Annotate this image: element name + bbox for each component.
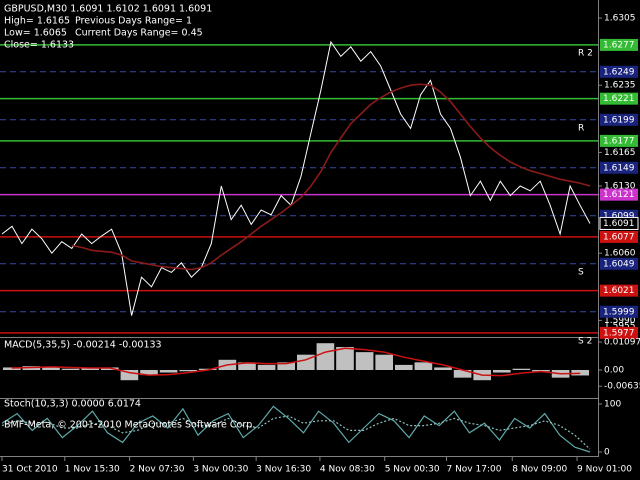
- macd-bar: [414, 362, 433, 371]
- level-label: 1.6049: [603, 259, 635, 269]
- macd-bar: [336, 347, 354, 371]
- y-tick-label: 0.00: [604, 366, 624, 376]
- level-label: 1.6077: [603, 232, 635, 242]
- macd-bar: [159, 370, 178, 373]
- level-label: 1.5999: [603, 307, 635, 317]
- y-tick-label: 100: [604, 400, 621, 410]
- level-label: 1.6277: [603, 40, 635, 50]
- info-text: Current Days Range= 0.45: [75, 28, 203, 39]
- price-line: [71, 83, 591, 271]
- macd-bar: [120, 370, 139, 381]
- panel-title: Stoch(10,3,3) 0.0000 6.0174: [4, 399, 141, 410]
- x-tick-label: 31 Oct 2010: [2, 465, 58, 475]
- level-box: [600, 305, 638, 318]
- level-label: 1.5977: [603, 328, 635, 338]
- y-tick-label: 0: [604, 448, 610, 458]
- macd-bar: [453, 370, 472, 378]
- pivot-label: S: [578, 267, 584, 277]
- info-text: Previous Days Range= 1: [75, 16, 192, 27]
- level-label: 1.6177: [603, 136, 635, 146]
- level-box: [600, 326, 638, 339]
- macd-bar: [81, 367, 100, 371]
- y-tick-label: 1.6130: [604, 182, 636, 192]
- signal-line: [11, 347, 581, 377]
- level-label: 1.6221: [603, 94, 635, 104]
- x-tick-label: 4 Nov 08:30: [320, 465, 375, 475]
- level-label: 1.6021: [603, 286, 635, 296]
- macd-bar: [375, 354, 394, 371]
- x-tick-label: 3 Nov 16:30: [256, 465, 311, 475]
- level-box: [600, 188, 638, 201]
- x-tick-label: 8 Nov 09:00: [512, 465, 567, 475]
- y-tick-label: 1.6235: [604, 81, 636, 91]
- level-box: [600, 134, 638, 147]
- macd-bar: [434, 367, 452, 371]
- level-box: [600, 92, 638, 105]
- x-tick-label: 9 Nov 01:00: [577, 465, 632, 475]
- level-box: [600, 113, 638, 126]
- macd-bar: [257, 364, 276, 371]
- x-tick-label: 3 Nov 00:30: [193, 465, 248, 475]
- pivot-label: R: [578, 123, 584, 133]
- macd-bar: [512, 368, 531, 371]
- y-tick-label: 1.6305: [604, 14, 636, 24]
- level-box: [600, 65, 638, 78]
- level-box: [600, 38, 638, 51]
- y-tick-label: 1.6165: [604, 148, 636, 158]
- macd-bar: [2, 367, 21, 371]
- copyright: BMF-Meta, © 2001-2010 MetaQuotes Softwar…: [4, 420, 255, 431]
- macd-bar: [492, 370, 511, 373]
- y-tick-label: -0.00635: [604, 382, 640, 392]
- macd-bar: [316, 343, 335, 371]
- macd-bar: [571, 370, 590, 376]
- macd-bar: [61, 368, 80, 371]
- macd-bar: [277, 362, 296, 371]
- macd-bar: [532, 370, 550, 372]
- level-label: 1.6149: [603, 163, 635, 173]
- last-price-label: 1.6091: [603, 219, 635, 229]
- y-tick-label: 1.6060: [604, 249, 636, 259]
- y-tick-label: 0.01097: [604, 338, 640, 348]
- macd-bar: [238, 362, 256, 371]
- y-tick-label: 1.5990: [604, 316, 636, 326]
- info-text: Close= 1.6133: [4, 40, 74, 51]
- panel-title: MACD(5,35,5) -0.00214 -0.00133: [4, 340, 162, 351]
- chart-title: GBPUSD,M30 1.6091 1.6102 1.6091 1.6091: [4, 4, 212, 15]
- level-box: [600, 230, 638, 243]
- price-line: [1, 40, 591, 316]
- macd-bar: [140, 370, 158, 376]
- macd-bar: [42, 367, 60, 371]
- info-text: Low= 1.6065: [4, 28, 67, 39]
- x-tick-label: 2 Nov 07:30: [130, 465, 185, 475]
- x-tick-label: 7 Nov 17:00: [446, 465, 501, 475]
- level-box: [600, 257, 638, 270]
- x-tick-label: 1 Nov 15:30: [65, 465, 120, 475]
- macd-bar: [394, 364, 413, 371]
- info-text: High= 1.6165: [4, 16, 70, 27]
- last-price-box: [599, 216, 639, 230]
- pivot-label: R 2: [578, 48, 593, 58]
- level-label: 1.6121: [603, 190, 635, 200]
- macd-bar: [355, 352, 374, 371]
- level-box: [600, 284, 638, 297]
- level-label: 1.6249: [603, 67, 635, 77]
- pivot-label: S 2: [578, 336, 592, 346]
- stoch-line: [1, 405, 591, 453]
- x-tick-label: 5 Nov 00:30: [385, 465, 440, 475]
- level-label: 1.6099: [603, 211, 635, 221]
- y-tick-label: 1.5955: [604, 322, 636, 332]
- macd-bar: [179, 370, 198, 372]
- level-box: [600, 161, 638, 174]
- stoch-line: [1, 415, 591, 450]
- level-label: 1.6199: [603, 115, 635, 125]
